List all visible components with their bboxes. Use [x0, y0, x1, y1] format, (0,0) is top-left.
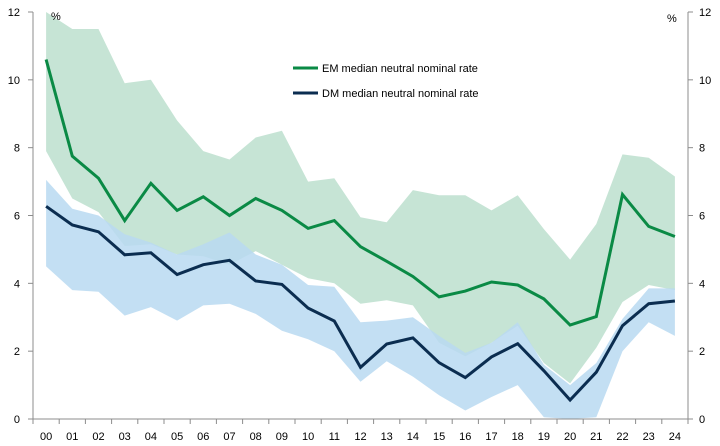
- tick-marks: [28, 11, 693, 424]
- left-unit-label: %: [51, 11, 61, 23]
- right-y-tick-label: 8: [699, 143, 705, 155]
- x-tick-label: 12: [354, 431, 366, 443]
- x-tick-label: 14: [407, 431, 419, 443]
- x-tick-labels: 00 01 02 03 04 05 06 07 08 09 10 11 12 13 14 15 16 17 18 19…: [40, 431, 681, 443]
- x-tick-label: 15: [433, 431, 445, 443]
- right-y-tick-label: 2: [699, 346, 705, 358]
- x-tick-label: 21: [590, 431, 602, 443]
- em-median-line: [44, 59, 676, 327]
- x-tick-label: 03: [119, 431, 131, 443]
- dm-range-band: [46, 179, 675, 419]
- left-y-tick-label: 10: [8, 75, 20, 87]
- left-y-tick-label: 12: [8, 7, 20, 19]
- x-tick-label: 18: [512, 431, 524, 443]
- x-tick-label: 23: [643, 431, 655, 443]
- x-tick-label: 07: [223, 431, 235, 443]
- x-tick-label: 10: [302, 431, 314, 443]
- left-y-tick-labels: 0 2 4 6 8 10 12: [8, 7, 20, 426]
- left-y-tick-label: 6: [14, 211, 20, 223]
- em-range-band: [46, 12, 675, 384]
- x-tick-label: 11: [329, 431, 340, 443]
- left-y-tick-label: 0: [14, 414, 20, 426]
- x-tick-label: 01: [66, 431, 78, 443]
- x-tick-label: 16: [459, 431, 471, 443]
- right-y-tick-label: 4: [699, 278, 705, 290]
- legend-label-dm: DM median neutral nominal rate: [322, 88, 479, 100]
- x-tick-label: 00: [40, 431, 52, 443]
- right-y-tick-label: 0: [699, 414, 705, 426]
- x-tick-label: 19: [538, 431, 550, 443]
- range-bands: [46, 12, 675, 419]
- legend-item-em: EM median neutral nominal rate: [293, 63, 478, 75]
- right-y-tick-labels: 0 2 4 6 8 10 12: [699, 7, 711, 426]
- x-tick-label: 24: [669, 431, 681, 443]
- x-tick-label: 06: [197, 431, 209, 443]
- x-tick-label: 08: [250, 431, 262, 443]
- dm-median-line: [45, 205, 676, 403]
- right-y-tick-label: 12: [699, 7, 711, 19]
- right-y-tick-label: 10: [699, 75, 711, 87]
- left-y-tick-label: 4: [14, 278, 20, 290]
- x-tick-label: 04: [145, 431, 157, 443]
- series-lines: [44, 59, 676, 403]
- x-tick-label: 09: [276, 431, 288, 443]
- right-y-tick-label: 6: [699, 211, 705, 223]
- x-tick-label: 05: [171, 431, 183, 443]
- x-tick-label: 20: [564, 431, 576, 443]
- legend: EM median neutral nominal rate DM median…: [293, 63, 479, 100]
- legend-label-em: EM median neutral nominal rate: [322, 63, 478, 75]
- x-tick-label: 02: [92, 431, 104, 443]
- right-unit-label: %: [667, 13, 677, 25]
- left-y-tick-label: 8: [14, 143, 20, 155]
- x-tick-label: 17: [485, 431, 497, 443]
- left-y-tick-label: 2: [14, 346, 20, 358]
- legend-item-dm: DM median neutral nominal rate: [293, 88, 479, 100]
- x-tick-label: 13: [381, 431, 393, 443]
- x-tick-label: 22: [616, 431, 628, 443]
